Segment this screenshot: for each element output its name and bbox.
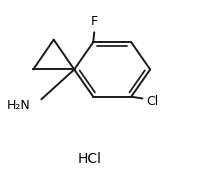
Text: F: F	[91, 15, 98, 28]
Text: H₂N: H₂N	[7, 99, 31, 112]
Text: Cl: Cl	[147, 95, 159, 108]
Text: HCl: HCl	[78, 152, 102, 166]
